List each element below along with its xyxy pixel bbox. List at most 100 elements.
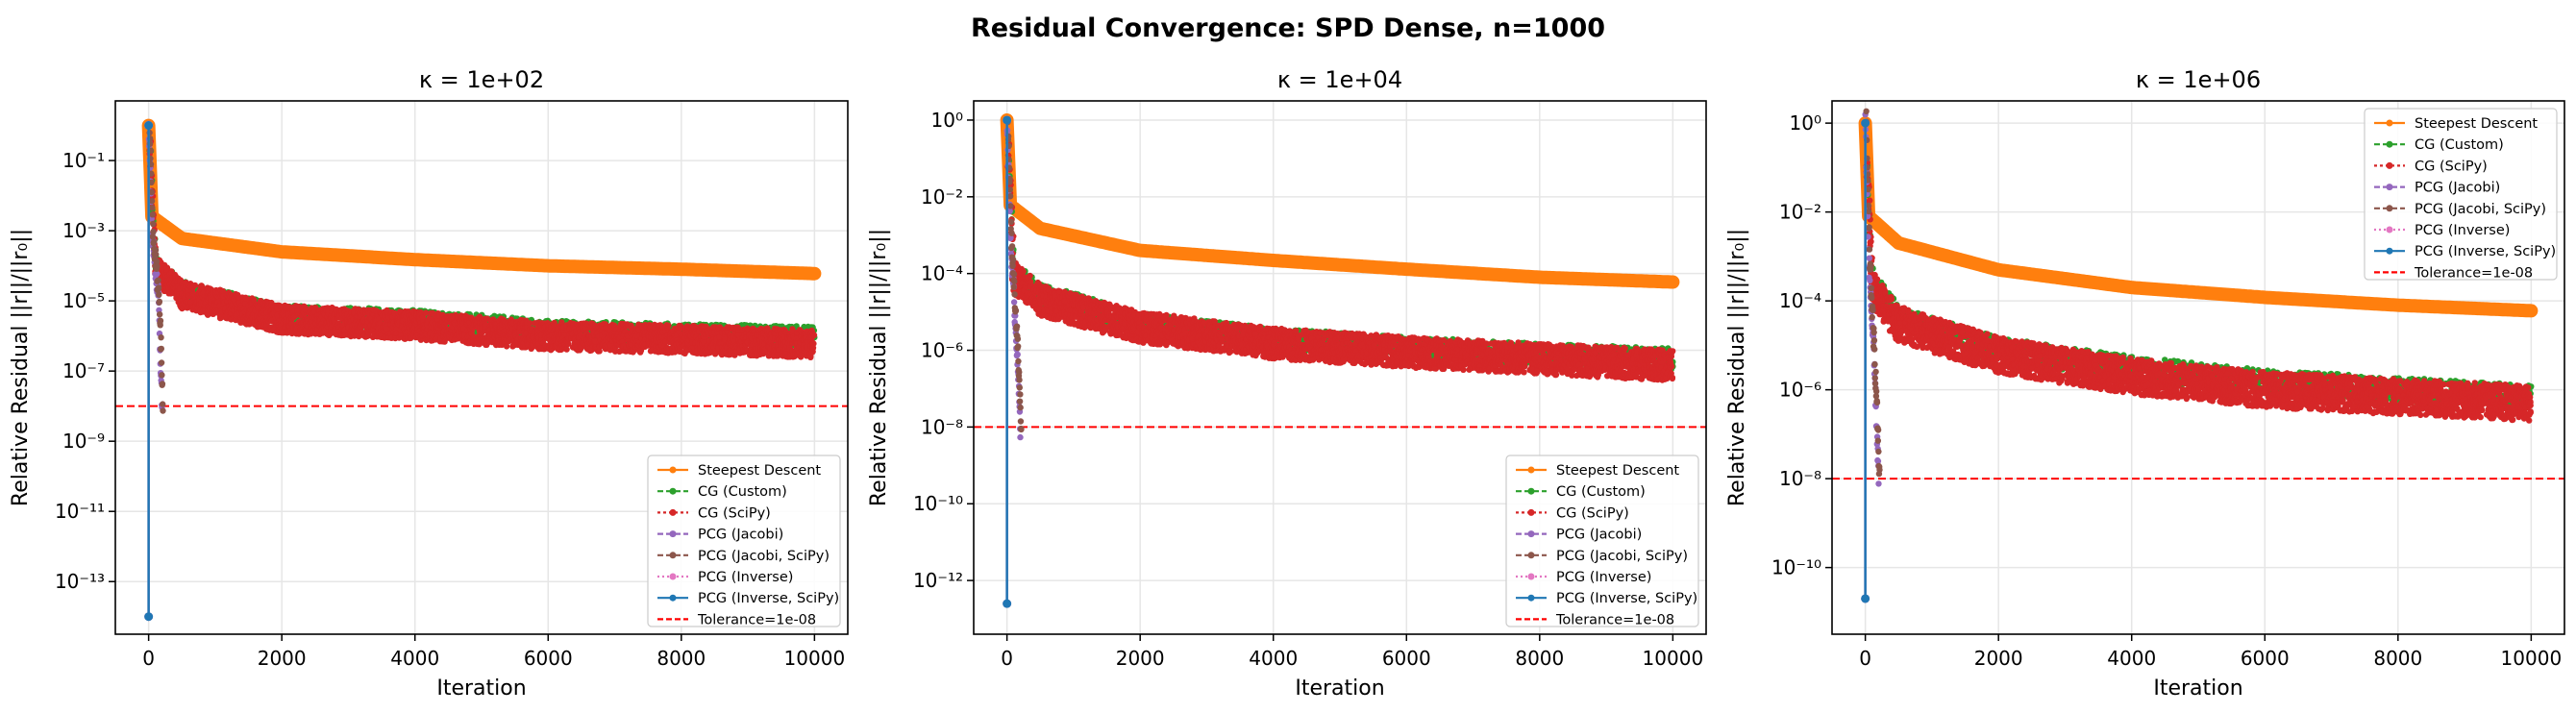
x-tick-label: 10000 [1643, 647, 1704, 670]
legend-frame [1505, 455, 1699, 627]
legend-entry: Steepest Descent [2374, 116, 2538, 132]
legend-marker [2386, 205, 2393, 212]
series-pcg-jacobi-scipy [1004, 118, 1025, 433]
legend-marker [1527, 487, 1535, 495]
figure-suptitle: Residual Convergence: SPD Dense, n=1000 [971, 13, 1605, 43]
x-tick-label: 10000 [2501, 647, 2563, 670]
legend-entry: PCG (Jacobi, SciPy) [1516, 549, 1688, 564]
y-tick-label: 10⁰ [931, 109, 963, 132]
axes-frame [1831, 100, 2565, 635]
legend-entry: CG (SciPy) [1516, 505, 1629, 521]
legend-frame [647, 455, 841, 627]
legend-marker [669, 552, 677, 559]
subplot-panels: 0 2000 4000 6000 8000 10000 10⁻¹³ 10⁻¹¹ 10⁻⁹ 10⁻⁷… [9, 66, 2565, 701]
subplot-title: κ = 1e+06 [2136, 66, 2261, 93]
legend-entry: Tolerance=1e-08 [1516, 612, 1674, 627]
legend-marker [2386, 140, 2393, 148]
legend-entry: PCG (Jacobi) [657, 528, 783, 543]
legend-marker [669, 573, 677, 580]
y-tick-label: 10⁻⁸ [921, 415, 963, 438]
y-tick-label: 10⁻⁹ [62, 430, 105, 453]
y-tick-label: 10⁻¹² [913, 569, 963, 592]
legend-entry: PCG (Jacobi, SciPy) [2374, 202, 2546, 217]
x-tick-label: 4000 [390, 647, 439, 670]
x-tick-label: 4000 [2107, 647, 2156, 670]
subplot-title: κ = 1e+02 [419, 66, 544, 93]
legend-entry: CG (Custom) [657, 484, 787, 500]
legend-entry: PCG (Inverse) [2374, 223, 2510, 238]
legend-label: Steepest Descent [698, 463, 821, 479]
y-tick-label: 10⁻⁸ [1779, 467, 1821, 490]
x-tick-label: 6000 [524, 647, 573, 670]
legend-entry: Tolerance=1e-08 [2374, 265, 2533, 281]
legend-marker [2386, 119, 2393, 127]
x-axis-label: Iteration [1295, 676, 1384, 701]
x-tick-label: 2000 [1974, 647, 2023, 670]
legend-marker [1527, 508, 1535, 516]
legend: Steepest Descent CG (Custom) CG (SciPy) PCG… [2364, 108, 2558, 281]
legend-entry: CG (Custom) [1516, 484, 1646, 500]
legend-label: PCG (Inverse) [2415, 223, 2510, 238]
x-tick-label: 8000 [1515, 647, 1564, 670]
legend-label: PCG (Inverse, SciPy) [2415, 244, 2556, 259]
legend-entry: Steepest Descent [657, 463, 821, 479]
legend-label: PCG (Jacobi, SciPy) [2415, 202, 2546, 217]
legend-label: PCG (Inverse) [698, 570, 793, 585]
legend-marker [669, 508, 677, 516]
legend-label: CG (SciPy) [698, 505, 771, 521]
legend-marker [1527, 594, 1535, 602]
legend-label: PCG (Jacobi) [2415, 181, 2500, 196]
legend-marker [2386, 184, 2393, 191]
y-tick-label: 10⁻³ [62, 219, 105, 242]
legend-label: CG (Custom) [2415, 137, 2504, 153]
series-cg-scipy [1863, 160, 2534, 424]
series-pcg-jacobi-scipy [146, 129, 166, 414]
y-tick-label: 10⁻⁶ [921, 339, 963, 362]
y-axis-label: Relative Residual ||r||/||r₀|| [1725, 229, 1749, 506]
x-tick-label: 4000 [1249, 647, 1298, 670]
legend-label: PCG (Jacobi) [1556, 528, 1642, 543]
x-tick-label: 0 [1001, 647, 1013, 670]
legend-marker [1527, 466, 1535, 474]
legend-entry: PCG (Inverse) [657, 570, 793, 585]
y-tick-label: 10⁻⁵ [62, 289, 105, 312]
legend-entry: Tolerance=1e-08 [657, 612, 816, 627]
x-tick-label: 10000 [784, 647, 846, 670]
legend-label: CG (SciPy) [2415, 159, 2488, 174]
legend-label: PCG (Jacobi, SciPy) [1556, 549, 1688, 564]
y-tick-label: 10⁻⁴ [921, 262, 963, 285]
y-tick-label: 10⁻¹⁰ [1771, 556, 1821, 579]
series-pcg-inverse-scipy [1003, 115, 1012, 608]
x-tick-label: 6000 [1382, 647, 1431, 670]
series-pcg-inverse-scipy [144, 121, 154, 622]
legend-marker [669, 487, 677, 495]
series-steepest-descent [1858, 116, 2539, 318]
legend-marker [669, 530, 677, 538]
subplot-title: κ = 1e+04 [1277, 66, 1402, 93]
legend-marker [2386, 247, 2393, 255]
x-tick-label: 8000 [2373, 647, 2422, 670]
x-tick-label: 6000 [2241, 647, 2290, 670]
legend-entry: CG (SciPy) [657, 505, 771, 521]
y-tick-label: 10⁻¹¹ [55, 500, 105, 523]
legend-label: PCG (Inverse, SciPy) [698, 591, 839, 606]
x-tick-label: 8000 [656, 647, 706, 670]
legend-entry: CG (SciPy) [2374, 159, 2488, 174]
legend-label: Tolerance=1e-08 [697, 612, 816, 627]
y-tick-label: 10⁻¹ [62, 149, 105, 172]
legend-marker [1527, 573, 1535, 580]
legend: Steepest Descent CG (Custom) CG (SciPy) PCG… [1505, 455, 1699, 627]
series-steepest-descent [141, 118, 822, 281]
legend: Steepest Descent CG (Custom) CG (SciPy) PCG… [647, 455, 841, 627]
series-cg-scipy [1004, 140, 1676, 383]
x-axis-label: Iteration [436, 676, 526, 701]
y-tick-label: 10⁻¹³ [55, 570, 105, 593]
y-axis-label: Relative Residual ||r||/||r₀|| [867, 229, 891, 506]
legend-entry: PCG (Inverse, SciPy) [1516, 591, 1697, 606]
legend-marker [669, 594, 677, 602]
x-tick-label: 0 [1859, 647, 1871, 670]
legend-label: PCG (Jacobi) [698, 528, 783, 543]
legend-entry: PCG (Jacobi) [2374, 181, 2500, 196]
x-tick-label: 0 [142, 647, 155, 670]
legend-marker [1527, 552, 1535, 559]
